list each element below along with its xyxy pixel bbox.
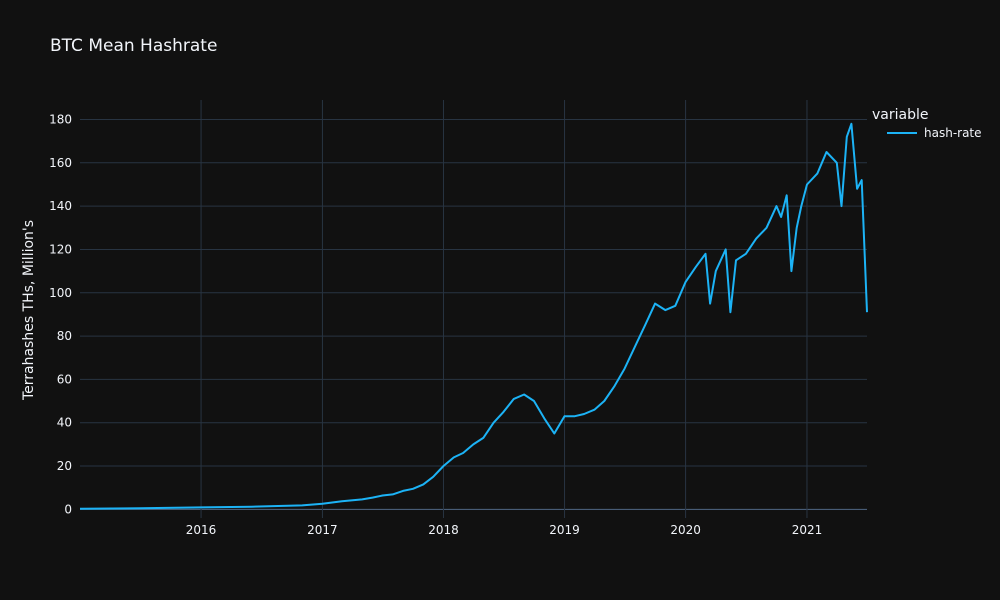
y-tick-label: 20	[57, 459, 72, 473]
y-axis-title: Terrahashes THs, Million's	[21, 220, 37, 401]
x-axis-ticks: 2016 2017 2018 2019 2020 2021	[186, 523, 822, 537]
x-tick-label: 2016	[186, 523, 217, 537]
y-tick-label: 40	[57, 416, 72, 430]
y-tick-label: 160	[49, 156, 72, 170]
series-line-hash-rate[interactable]	[79, 122, 868, 510]
y-axis-ticks: 0 20 40 60 80 100 120 140 160 180	[49, 112, 72, 516]
legend-item-hash-rate[interactable]: hash-rate	[887, 126, 982, 140]
x-tick-label: 2021	[792, 523, 823, 537]
y-tick-label: 60	[57, 372, 72, 386]
legend-label-hash-rate: hash-rate	[924, 126, 982, 140]
x-tick-label: 2018	[428, 523, 459, 537]
y-tick-label: 80	[57, 329, 72, 343]
gridlines	[80, 100, 867, 518]
y-tick-label: 180	[49, 112, 72, 126]
x-tick-label: 2019	[549, 523, 580, 537]
legend-title: variable	[872, 107, 928, 123]
y-tick-label: 120	[49, 242, 72, 256]
y-tick-label: 140	[49, 199, 72, 213]
legend: variable hash-rate	[872, 107, 982, 140]
y-tick-label: 0	[64, 502, 72, 516]
x-tick-label: 2017	[307, 523, 338, 537]
y-tick-label: 100	[49, 286, 72, 300]
chart-title: BTC Mean Hashrate	[50, 36, 217, 56]
x-tick-label: 2020	[670, 523, 701, 537]
